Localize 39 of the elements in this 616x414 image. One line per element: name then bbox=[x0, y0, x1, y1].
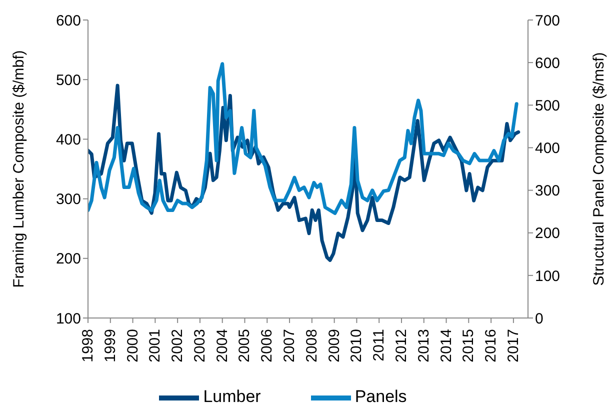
legend-label: Lumber bbox=[203, 387, 261, 406]
x-tick-label: 2007 bbox=[281, 329, 298, 362]
y-tick-label: 100 bbox=[56, 310, 81, 328]
y-axis-title: Framing Lumber Composite ($/mbf) bbox=[10, 50, 28, 288]
y2-tick-label: 300 bbox=[535, 182, 560, 200]
x-tick-label: 2004 bbox=[214, 329, 231, 362]
x-tick-label: 2003 bbox=[191, 329, 208, 362]
x-tick-label: 2015 bbox=[460, 329, 478, 362]
y-tick-label: 500 bbox=[56, 72, 81, 89]
x-tick-label: 2014 bbox=[438, 329, 455, 362]
y2-tick-label: 100 bbox=[535, 268, 560, 285]
x-tick-label: 1999 bbox=[102, 329, 119, 362]
x-tick-label: 2010 bbox=[348, 329, 366, 362]
y2-tick-label: 500 bbox=[535, 97, 560, 114]
x-tick-label: 2002 bbox=[169, 329, 186, 362]
y2-tick-label: 200 bbox=[535, 225, 560, 242]
y-tick-label: 200 bbox=[56, 250, 81, 268]
x-tick-label: 2009 bbox=[326, 329, 343, 362]
y-tick-label: 400 bbox=[56, 132, 81, 149]
x-tick-label: 2000 bbox=[124, 329, 142, 362]
y-tick-label: 600 bbox=[56, 12, 81, 30]
x-tick-label: 1998 bbox=[80, 329, 96, 362]
x-tick-label: 2011 bbox=[370, 329, 388, 362]
line-series bbox=[88, 62, 518, 216]
x-tick-label: 2012 bbox=[392, 329, 410, 362]
y2-tick-label: 400 bbox=[535, 140, 560, 158]
x-tick-label: 2006 bbox=[258, 329, 276, 362]
y2-tick-label: 700 bbox=[535, 12, 560, 30]
y-tick-label: 300 bbox=[56, 191, 81, 208]
x-tick-label: 2005 bbox=[236, 329, 254, 362]
y2-tick-label: 600 bbox=[535, 54, 560, 72]
x-tick-label: 2016 bbox=[482, 329, 500, 362]
y2-tick-label: 0 bbox=[535, 310, 544, 328]
legend-label: Panels bbox=[354, 387, 407, 406]
x-tick-label: 2017 bbox=[504, 329, 522, 362]
y2-axis-title: Structural Panel Composite ($/msf) bbox=[590, 52, 608, 286]
x-tick-label: 2001 bbox=[146, 329, 164, 362]
x-tick-label: 2013 bbox=[415, 329, 432, 362]
x-tick-label: 2008 bbox=[303, 329, 320, 362]
